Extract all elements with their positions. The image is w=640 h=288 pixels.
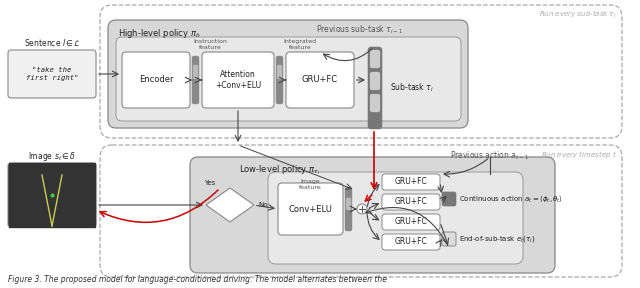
FancyBboxPatch shape bbox=[278, 183, 343, 235]
Text: Yes: Yes bbox=[204, 180, 216, 186]
Text: Sub-task $\tau_i$: Sub-task $\tau_i$ bbox=[390, 82, 434, 94]
FancyBboxPatch shape bbox=[277, 65, 282, 79]
FancyBboxPatch shape bbox=[276, 56, 283, 104]
FancyBboxPatch shape bbox=[122, 52, 190, 108]
FancyBboxPatch shape bbox=[370, 94, 380, 112]
Polygon shape bbox=[206, 188, 254, 222]
FancyBboxPatch shape bbox=[368, 47, 382, 129]
Text: GRU+FC: GRU+FC bbox=[395, 198, 428, 206]
Text: Figure 3. The proposed model for language-conditioned driving. The model alterna: Figure 3. The proposed model for languag… bbox=[8, 275, 387, 284]
FancyBboxPatch shape bbox=[108, 20, 468, 128]
Text: Attention
+Conv+ELU: Attention +Conv+ELU bbox=[215, 70, 261, 90]
Text: Encoder: Encoder bbox=[139, 75, 173, 84]
FancyBboxPatch shape bbox=[190, 157, 555, 273]
FancyBboxPatch shape bbox=[370, 50, 380, 68]
Text: Previous action $a_{t-1}$: Previous action $a_{t-1}$ bbox=[451, 150, 529, 162]
FancyBboxPatch shape bbox=[442, 232, 456, 246]
Text: "take the
first right": "take the first right" bbox=[26, 67, 78, 81]
FancyBboxPatch shape bbox=[346, 198, 351, 210]
Text: Instruction
feature: Instruction feature bbox=[193, 39, 227, 50]
Text: Ended $\tau_i$: Ended $\tau_i$ bbox=[214, 200, 246, 210]
Text: No: No bbox=[258, 202, 268, 208]
FancyBboxPatch shape bbox=[268, 172, 523, 264]
FancyBboxPatch shape bbox=[382, 174, 440, 190]
FancyBboxPatch shape bbox=[116, 37, 461, 121]
Text: Continuous action $a_t = \langle\phi_t, \theta_t\rangle$: Continuous action $a_t = \langle\phi_t, … bbox=[459, 194, 563, 204]
Text: GRU+FC: GRU+FC bbox=[395, 177, 428, 187]
FancyBboxPatch shape bbox=[202, 52, 274, 108]
FancyBboxPatch shape bbox=[8, 50, 96, 98]
Text: Previous sub-task $\tau_{i-1}$: Previous sub-task $\tau_{i-1}$ bbox=[316, 24, 404, 37]
FancyBboxPatch shape bbox=[382, 214, 440, 230]
Text: Run every sub-task $\tau_i$: Run every sub-task $\tau_i$ bbox=[540, 9, 617, 20]
FancyBboxPatch shape bbox=[193, 65, 198, 79]
Text: GRU+FC: GRU+FC bbox=[395, 238, 428, 247]
Text: Integrated
feature: Integrated feature bbox=[284, 39, 317, 50]
Text: GRU+FC: GRU+FC bbox=[302, 75, 338, 84]
FancyBboxPatch shape bbox=[382, 234, 440, 250]
Text: Sentence $l \in \mathcal{L}$: Sentence $l \in \mathcal{L}$ bbox=[24, 37, 81, 48]
FancyBboxPatch shape bbox=[8, 163, 96, 227]
FancyBboxPatch shape bbox=[382, 194, 440, 210]
FancyBboxPatch shape bbox=[192, 56, 199, 104]
Text: High-level policy $\pi_h$: High-level policy $\pi_h$ bbox=[118, 27, 200, 40]
Text: Run every timestep $t$: Run every timestep $t$ bbox=[541, 149, 617, 160]
FancyBboxPatch shape bbox=[286, 52, 354, 108]
Text: Low-level policy $\pi_{\tau_i}$: Low-level policy $\pi_{\tau_i}$ bbox=[239, 163, 321, 177]
Text: Image
feature: Image feature bbox=[299, 179, 321, 190]
Text: End-of-sub-task $e_t(\tau_i)$: End-of-sub-task $e_t(\tau_i)$ bbox=[459, 234, 535, 244]
Text: Conv+ELU: Conv+ELU bbox=[288, 204, 332, 213]
Circle shape bbox=[357, 204, 367, 214]
Text: Image $s_t \in \delta$: Image $s_t \in \delta$ bbox=[28, 150, 76, 163]
Text: GRU+FC: GRU+FC bbox=[395, 217, 428, 226]
FancyBboxPatch shape bbox=[370, 72, 380, 90]
FancyBboxPatch shape bbox=[442, 192, 456, 206]
FancyBboxPatch shape bbox=[345, 187, 352, 231]
